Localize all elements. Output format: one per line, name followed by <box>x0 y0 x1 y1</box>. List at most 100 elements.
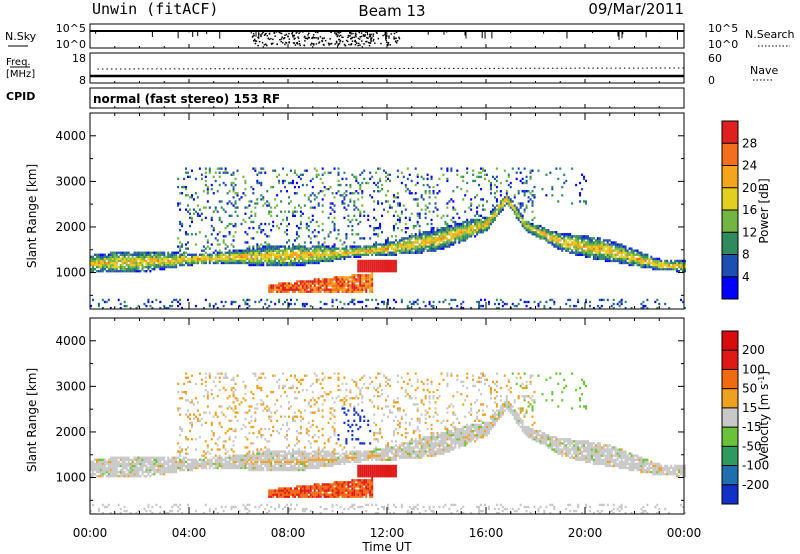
echo-cell <box>375 270 378 273</box>
noise-dot <box>287 35 289 38</box>
echo-cell <box>355 290 358 293</box>
echo-cell <box>210 257 213 261</box>
echo-cell <box>565 243 568 246</box>
echo-cell <box>181 462 184 466</box>
echo-cell <box>416 302 419 306</box>
echo-cell <box>394 245 397 248</box>
echo-cell <box>196 409 199 412</box>
echo-cell <box>501 204 504 207</box>
echo-cell <box>159 255 162 259</box>
echo-cell <box>353 247 356 250</box>
echo-cell <box>476 175 479 179</box>
echo-cell <box>586 251 589 254</box>
echo-cell <box>317 231 320 234</box>
echo-cell <box>456 226 459 230</box>
echo-cell <box>470 233 473 236</box>
echo-cell <box>585 241 587 244</box>
echo-cell <box>466 190 469 193</box>
echo-cell <box>109 255 112 259</box>
echo-cell <box>244 302 247 306</box>
echo-cell <box>256 249 259 252</box>
echo-cell <box>446 231 449 234</box>
echo-cell <box>181 468 184 472</box>
echo-cell <box>190 421 193 425</box>
echo-cell <box>359 282 362 285</box>
echo-cell <box>361 204 364 207</box>
echo-cell <box>248 259 251 263</box>
echo-cell <box>216 415 219 418</box>
echo-cell <box>260 298 263 302</box>
echo-cell <box>343 278 346 281</box>
echo-cell <box>204 247 207 250</box>
echo-cell <box>586 249 589 252</box>
noise-dot <box>273 32 275 34</box>
echo-cell <box>311 218 314 222</box>
echo-cell <box>131 270 134 273</box>
echo-cell <box>345 233 348 236</box>
echo-cell <box>357 276 360 279</box>
echo-cell <box>408 243 411 246</box>
noise-dot <box>272 42 274 45</box>
echo-cell <box>183 259 186 263</box>
echo-cell <box>618 245 621 248</box>
echo-cell <box>276 257 279 261</box>
echo-cell <box>396 202 399 205</box>
echo-cell <box>594 249 597 252</box>
echo-cell <box>361 278 364 281</box>
echo-cell <box>573 239 576 242</box>
echo-cell <box>198 214 201 217</box>
echo-cell <box>289 261 292 265</box>
echo-cell <box>371 274 374 277</box>
noise-dot <box>321 37 324 40</box>
echo-cell <box>630 306 633 310</box>
echo-cell <box>258 263 261 267</box>
echo-cell <box>353 204 356 207</box>
echo-cell <box>664 302 667 306</box>
echo-cell <box>91 475 94 478</box>
echo-cell <box>638 261 641 265</box>
noise-dot <box>366 40 368 43</box>
echo-cell <box>371 249 374 252</box>
echo-cell <box>293 284 296 287</box>
echo-cell <box>234 429 237 433</box>
echo-cell <box>291 247 294 250</box>
echo-cell <box>242 251 245 254</box>
echo-cell <box>567 235 570 238</box>
echo-cell <box>242 192 245 195</box>
echo-cell <box>256 253 259 256</box>
echo-cell <box>194 462 197 466</box>
echo-cell <box>131 466 134 470</box>
echo-cell <box>420 239 423 242</box>
echo-cell <box>194 210 197 213</box>
noise-left-label: N.Sky <box>5 30 37 43</box>
echo-cell <box>329 247 332 250</box>
echo-cell <box>388 263 391 267</box>
echo-cell <box>286 263 289 267</box>
echo-cell <box>418 229 421 232</box>
echo-cell <box>218 405 221 408</box>
echo-cell <box>264 257 267 261</box>
echo-cell <box>325 284 328 287</box>
echo-cell <box>220 456 223 459</box>
echo-cell <box>555 235 558 238</box>
echo-cell <box>234 415 237 418</box>
echo-cell <box>278 226 281 230</box>
echo-cell <box>181 224 184 228</box>
echo-cell <box>476 222 479 226</box>
echo-cell <box>337 183 340 187</box>
echo-cell <box>654 300 657 304</box>
echo-cell <box>383 253 386 256</box>
echo-cell <box>507 204 510 207</box>
echo-cell <box>307 259 310 263</box>
echo-cell <box>387 247 389 250</box>
echo-cell <box>228 458 231 461</box>
echo-cell <box>630 253 633 256</box>
echo-cell <box>313 288 316 291</box>
echo-cell <box>357 249 360 252</box>
echo-cell <box>448 243 451 246</box>
echo-cell <box>208 460 211 464</box>
echo-cell <box>590 237 593 240</box>
echo-cell <box>109 267 112 271</box>
echo-cell <box>181 245 184 248</box>
echo-cell <box>565 233 568 236</box>
